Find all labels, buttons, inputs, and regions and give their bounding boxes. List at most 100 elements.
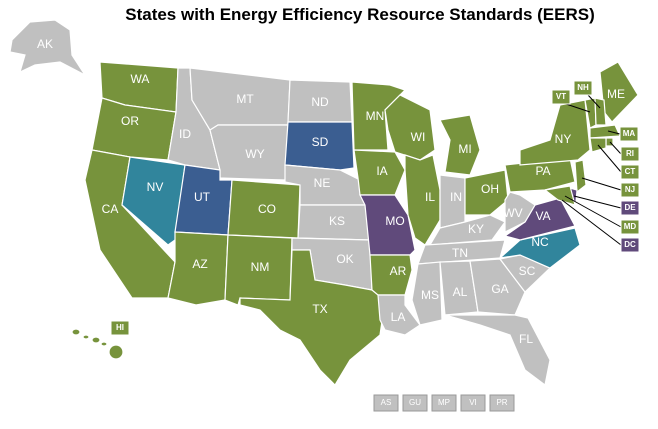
state: ME — [599, 61, 639, 123]
state-label: NY — [555, 132, 572, 146]
state-label: WV — [503, 206, 522, 220]
state: MT — [189, 67, 291, 131]
state: MO — [359, 194, 416, 256]
territory-label: VI — [469, 398, 477, 407]
state: IN — [439, 174, 466, 229]
state-shape — [91, 336, 101, 344]
label-box — [620, 164, 640, 180]
state-label: OK — [336, 252, 353, 266]
state: HI — [71, 320, 130, 360]
state: MD — [543, 185, 640, 235]
state-shape — [121, 156, 186, 246]
state-label: HI — [116, 323, 124, 332]
state-label: TX — [312, 302, 327, 316]
state: AR — [369, 254, 413, 296]
state-label: WA — [131, 72, 150, 86]
connector — [587, 94, 601, 109]
territory-label: MP — [438, 398, 450, 407]
state-label: UT — [194, 190, 211, 204]
state-shape — [71, 328, 81, 336]
state-label: DE — [624, 203, 636, 212]
state-label: AL — [453, 285, 468, 299]
state: OH — [464, 169, 509, 216]
territory-label: PR — [496, 398, 507, 407]
state-label: PA — [535, 164, 550, 178]
state-label: AR — [390, 264, 407, 278]
state: FL — [444, 314, 551, 387]
territory-box — [431, 394, 457, 412]
label-box — [619, 126, 639, 142]
state-label: VA — [535, 209, 550, 223]
connector — [607, 130, 621, 135]
state: AZ — [167, 231, 229, 306]
state-label: MN — [366, 109, 385, 123]
map-title: States with Energy Efficiency Resource S… — [125, 5, 595, 24]
state-label: NJ — [625, 185, 635, 194]
state-shape — [519, 99, 591, 166]
label-box — [620, 200, 640, 216]
state-label: OR — [121, 114, 139, 128]
state: IA — [353, 149, 406, 196]
territory-label: AS — [381, 398, 392, 407]
connector — [573, 195, 622, 209]
territory-box — [373, 394, 399, 412]
state: NH — [573, 80, 607, 126]
state-label: AZ — [192, 257, 207, 271]
state-label: OH — [481, 182, 499, 196]
state: NV — [121, 156, 186, 246]
territory-label: GU — [409, 398, 421, 407]
state-label: NV — [147, 180, 164, 194]
state-label: MO — [385, 214, 404, 228]
state-label: TN — [452, 246, 468, 260]
state-shape — [284, 121, 355, 171]
state: SD — [284, 121, 355, 171]
state: OR — [91, 97, 177, 161]
state-label: IL — [425, 190, 435, 204]
state: KS — [297, 204, 371, 241]
state: VA — [503, 197, 576, 241]
state-label: NM — [251, 260, 270, 274]
state: AK — [9, 19, 87, 77]
connector — [564, 195, 622, 228]
state-label: RI — [626, 149, 634, 158]
state: CT — [589, 137, 640, 180]
state-shape — [100, 341, 108, 347]
state-label: KS — [329, 214, 345, 228]
label-box — [620, 237, 640, 253]
state-label: LA — [391, 310, 406, 324]
state-shape — [574, 159, 587, 194]
state: NJ — [574, 159, 640, 198]
state-label: WI — [411, 130, 426, 144]
state: LA — [377, 294, 421, 336]
state-label: ND — [311, 95, 329, 109]
connector — [581, 177, 622, 191]
state: WY — [209, 124, 289, 181]
state-shape — [411, 261, 443, 326]
state: MS — [411, 261, 443, 326]
state: GA — [469, 258, 526, 316]
state-label: NH — [577, 83, 589, 92]
state-label: IN — [450, 190, 462, 204]
label-box — [110, 320, 130, 336]
connector — [561, 199, 622, 246]
state: ND — [287, 79, 353, 123]
state-shape — [9, 19, 87, 77]
state: RI — [605, 137, 640, 162]
state-shape — [404, 154, 441, 246]
state-shape — [377, 294, 421, 336]
state: NY — [519, 99, 591, 166]
state: MN — [351, 81, 407, 151]
state-label: NC — [531, 235, 549, 249]
state-shape — [82, 334, 90, 340]
state: AL — [439, 260, 479, 316]
state: MA — [589, 124, 639, 142]
label-box — [620, 219, 640, 235]
state: NM — [224, 234, 293, 306]
state-shape — [384, 94, 436, 161]
state-label: ME — [607, 87, 625, 101]
state-shape — [464, 169, 509, 216]
state: TX — [239, 249, 386, 386]
state-label: IA — [376, 164, 387, 178]
territory-box — [489, 394, 515, 412]
